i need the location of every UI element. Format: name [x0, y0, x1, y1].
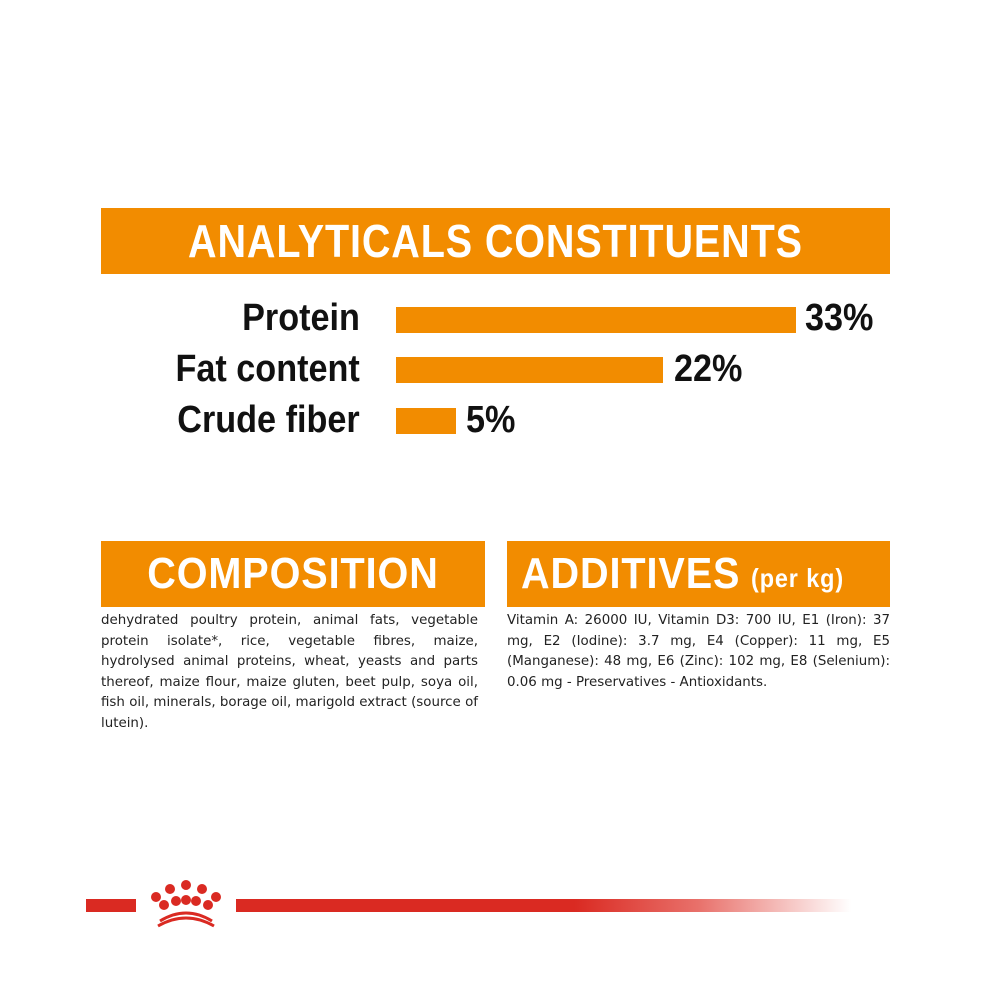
- value-fat: 22%: [674, 348, 743, 390]
- bar-fiber: [396, 408, 456, 434]
- row-label-fat: Fat content: [175, 348, 360, 390]
- bar-fat: [396, 357, 663, 383]
- composition-header: COMPOSITION: [101, 541, 485, 607]
- additives-text: Vitamin A: 26000 IU, Vitamin D3: 700 IU,…: [507, 613, 890, 690]
- brand-line-left: [86, 899, 136, 912]
- composition-title: COMPOSITION: [147, 549, 439, 598]
- value-protein: 33%: [805, 297, 874, 339]
- additives-title-suffix: (per kg): [750, 562, 844, 593]
- row-label-fiber: Crude fiber: [177, 399, 360, 441]
- bar-protein: [396, 307, 796, 333]
- crown-icon: [151, 880, 221, 928]
- value-fiber: 5%: [466, 399, 516, 441]
- row-label-protein: Protein: [242, 297, 360, 339]
- brand-line-right: [236, 899, 851, 912]
- composition-text: dehydrated poultry protein, animal fats,…: [101, 613, 478, 731]
- additives-header: ADDITIVES (per kg): [507, 541, 890, 607]
- analytics-title: ANALYTICALS CONSTITUENTS: [188, 215, 803, 267]
- analytics-header: ANALYTICALS CONSTITUENTS: [101, 208, 890, 274]
- additives-title: ADDITIVES: [521, 549, 741, 598]
